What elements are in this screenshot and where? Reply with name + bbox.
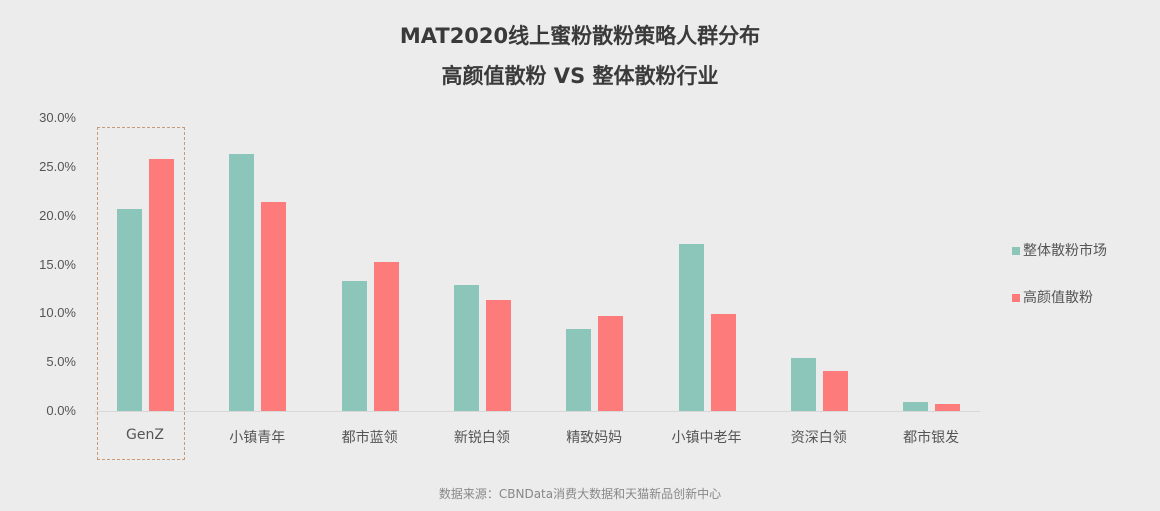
legend-label: 高颜值散粉 bbox=[1023, 290, 1093, 306]
bar-overall bbox=[903, 402, 929, 411]
x-tick-label: GenZ bbox=[126, 427, 164, 443]
bar-high-beauty bbox=[261, 201, 287, 411]
bar-overall bbox=[341, 281, 367, 411]
x-tick-label: 小镇中老年 bbox=[671, 430, 742, 446]
legend-item-high-beauty: 高颜值散粉 bbox=[1012, 287, 1093, 307]
chart-subtitle: 高颜值散粉 VS 整体散粉行业 bbox=[441, 64, 719, 88]
bar-high-beauty bbox=[935, 404, 961, 411]
legend-label: 整体散粉市场 bbox=[1023, 243, 1107, 259]
bar-overall bbox=[229, 154, 255, 411]
x-axis-line bbox=[95, 411, 980, 412]
legend-swatch-teal bbox=[1012, 247, 1020, 255]
x-tick-label: 都市蓝领 bbox=[341, 430, 398, 446]
bar-high-beauty bbox=[373, 261, 399, 411]
x-tick-label: 都市银发 bbox=[903, 430, 960, 446]
bar-overall bbox=[790, 358, 816, 411]
x-tick-label: 新锐白领 bbox=[453, 430, 510, 446]
y-tick-label: 15.0% bbox=[39, 256, 76, 272]
y-tick-label: 25.0% bbox=[39, 158, 76, 174]
y-tick-label: 20.0% bbox=[39, 207, 76, 223]
y-tick-label: 10.0% bbox=[39, 305, 76, 321]
bar-overall bbox=[566, 328, 592, 411]
bar-high-beauty bbox=[598, 316, 624, 411]
legend-item-overall: 整体散粉市场 bbox=[1012, 240, 1107, 260]
chart-title: MAT2020线上蜜粉散粉策略人群分布 bbox=[399, 24, 761, 48]
bar-high-beauty bbox=[822, 370, 848, 411]
x-tick-label: 精致妈妈 bbox=[566, 430, 623, 446]
y-tick-label: 30.0% bbox=[39, 110, 76, 125]
bar-high-beauty bbox=[710, 314, 736, 411]
data-source-note: 数据来源：CBNData消费大数据和天猫新品创新中心 bbox=[438, 487, 722, 501]
bar-overall bbox=[678, 243, 704, 411]
x-tick-label: 小镇青年 bbox=[229, 430, 286, 446]
y-tick-label: 0.0% bbox=[46, 403, 76, 418]
bar-high-beauty bbox=[485, 299, 511, 411]
legend-swatch-red bbox=[1012, 294, 1020, 302]
y-tick-label: 5.0% bbox=[46, 354, 76, 370]
x-tick-label: 资深白领 bbox=[790, 430, 847, 446]
genz-highlight-box bbox=[97, 127, 185, 460]
bar-high-beauty bbox=[149, 159, 174, 411]
bar-overall bbox=[453, 285, 479, 411]
bar-overall bbox=[117, 208, 142, 411]
